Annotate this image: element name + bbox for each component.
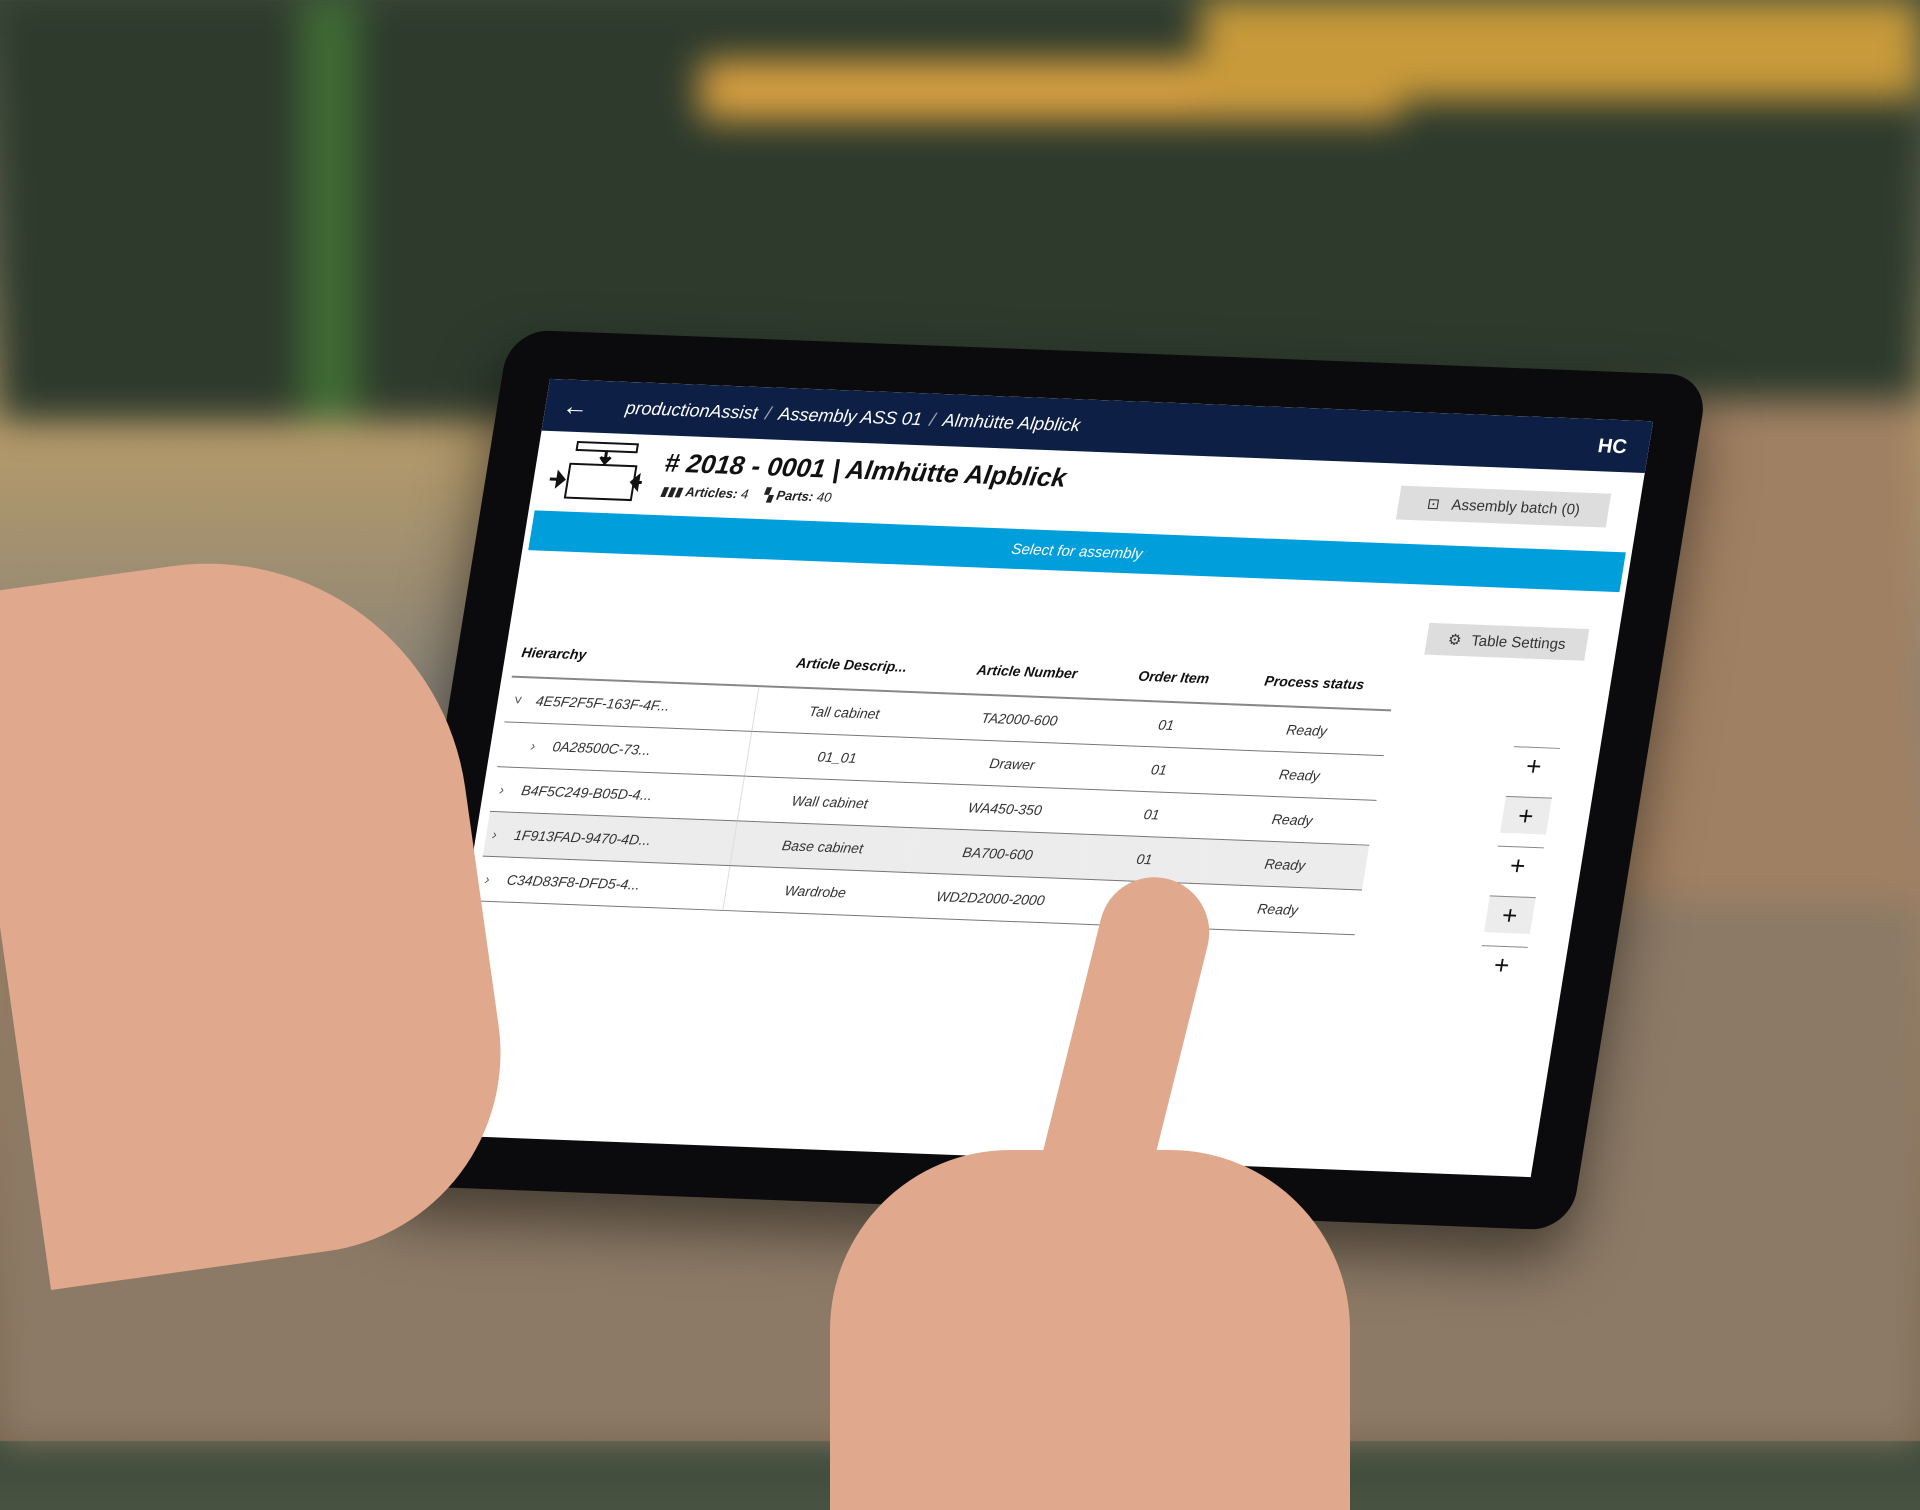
articles-icon: ▮▮▮: [659, 483, 684, 500]
breadcrumb-item: Almhütte Alpblick: [941, 409, 1082, 435]
parts-label: Parts:: [775, 487, 815, 505]
description-cell: 01_01: [744, 731, 930, 783]
app-screen: ← productionAssist / Assembly ASS 01/Almhü…: [427, 378, 1654, 1178]
description-cell: Wall cabinet: [737, 776, 922, 828]
hierarchy-id: B4F5C249-B05D-4...: [520, 782, 654, 804]
order-item-cell: 01: [1095, 744, 1223, 795]
article-number-cell: WD2D2000-2000: [900, 872, 1081, 924]
status-cell: Ready: [1222, 704, 1392, 756]
description-cell: Base cabinet: [730, 820, 915, 873]
article-number-cell: TA2000-600: [929, 692, 1111, 745]
order-meta: ▮▮▮ Articles: 4 ▚ Parts: 40: [659, 483, 832, 505]
column-header[interactable]: Process status: [1229, 655, 1400, 711]
order-header: # 2018 - 0001 | Almhütte Alpblick ▮▮▮ Ar…: [529, 431, 1645, 553]
chevron-icon[interactable]: ›: [529, 737, 537, 754]
assembly-batch-label: Assembly batch (0): [1450, 496, 1582, 518]
hand: [830, 1150, 1350, 1510]
table-settings-label: Table Settings: [1470, 632, 1567, 653]
tablet: ← productionAssist / Assembly ASS 01/Almhü…: [371, 329, 1709, 1231]
arrow-left-icon[interactable]: ←: [560, 389, 592, 421]
breadcrumb-separator: /: [764, 402, 773, 423]
add-to-batch-button[interactable]: +: [1491, 845, 1544, 885]
chevron-icon[interactable]: ˅: [512, 691, 524, 709]
parts-count: 40: [815, 489, 833, 505]
column-header[interactable]: Order Item: [1110, 650, 1238, 705]
breadcrumb-item[interactable]: productionAssist: [624, 397, 760, 423]
table-settings-button[interactable]: ⚙ Table Settings: [1424, 622, 1590, 661]
status-cell: Ready: [1200, 838, 1370, 890]
order-item-cell: 01: [1088, 789, 1216, 839]
chevron-icon[interactable]: ›: [491, 826, 499, 843]
assembly-batch-button[interactable]: ⊡ Assembly batch (0): [1395, 485, 1612, 528]
add-to-batch-button[interactable]: +: [1508, 746, 1560, 785]
gear-icon: ⚙: [1446, 631, 1463, 650]
articles-count: 4: [740, 486, 750, 502]
articles-table: Hierarchy Article Descrip... Article Num…: [475, 627, 1400, 935]
hierarchy-id: C34D83F8-DFD5-4...: [505, 871, 642, 893]
description-cell: Wardrobe: [722, 865, 908, 918]
chevron-icon[interactable]: ›: [498, 781, 506, 798]
parts-icon: ▚: [761, 487, 775, 503]
add-to-batch-button[interactable]: +: [1500, 795, 1552, 835]
order-item-cell: 01: [1080, 834, 1208, 884]
column-header[interactable]: Article Descrip...: [759, 637, 945, 693]
assembly-batch-icon: ⊡: [1425, 495, 1441, 514]
status-cell: Ready: [1215, 749, 1384, 801]
hierarchy-id: 0A28500C-73...: [551, 738, 653, 758]
column-header[interactable]: Article Number: [936, 644, 1118, 700]
breadcrumb-separator: /: [928, 409, 937, 430]
add-to-batch-button[interactable]: +: [1483, 895, 1536, 934]
status-cell: Ready: [1193, 883, 1363, 935]
order-item-cell: 01: [1102, 699, 1230, 750]
hierarchy-id: 1F913FAD-9470-4D...: [513, 826, 653, 849]
breadcrumb-item[interactable]: Assembly ASS 01: [777, 403, 924, 429]
status-cell: Ready: [1207, 794, 1377, 846]
breadcrumb: productionAssist / Assembly ASS 01/Almhütt…: [624, 397, 1082, 435]
hierarchy-cell: › C34D83F8-DFD5-4...: [475, 856, 731, 911]
article-number-cell: WA450-350: [914, 782, 1096, 835]
article-number-cell: Drawer: [921, 738, 1103, 790]
articles-label: Articles:: [684, 484, 739, 502]
add-to-batch-button[interactable]: +: [1475, 945, 1528, 984]
hierarchy-id: 4E5F2F5F-163F-4F...: [534, 692, 671, 714]
logo: HC: [1596, 435, 1629, 459]
chevron-icon[interactable]: ›: [483, 870, 492, 887]
description-cell: Tall cabinet: [751, 686, 937, 739]
assembly-icon: [549, 440, 642, 502]
article-number-cell: BA700-600: [907, 827, 1089, 880]
